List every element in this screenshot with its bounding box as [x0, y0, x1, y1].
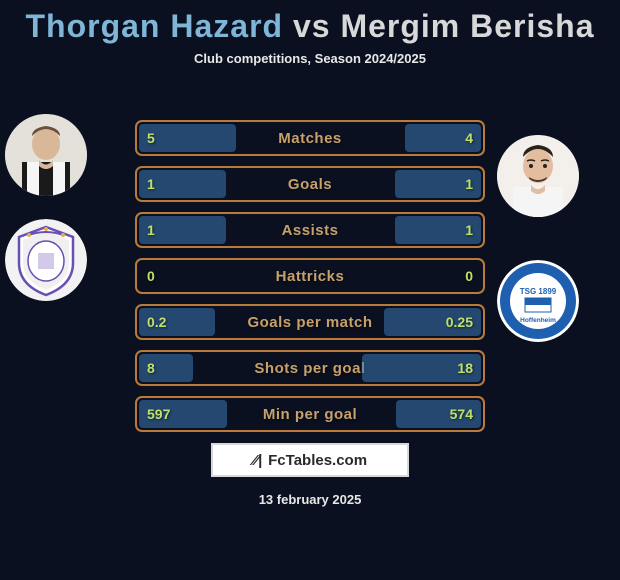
fctables-logo-text: FcTables.com: [268, 452, 367, 469]
title-vs: vs: [293, 8, 331, 44]
stat-value-left: 0: [147, 268, 155, 284]
stat-label: Assists: [282, 222, 339, 239]
stat-value-right: 4: [465, 130, 473, 146]
svg-text:TSG 1899: TSG 1899: [520, 287, 557, 296]
stat-value-right: 1: [465, 222, 473, 238]
stat-value-right: 1: [465, 176, 473, 192]
stat-value-left: 0.2: [147, 314, 166, 330]
stat-label: Shots per goal: [254, 360, 365, 377]
stat-value-right: 18: [457, 360, 473, 376]
stat-row: 5 4 Matches: [135, 120, 485, 156]
stat-value-left: 8: [147, 360, 155, 376]
stat-row: 0.2 0.25 Goals per match: [135, 304, 485, 340]
subtitle: Club competitions, Season 2024/2025: [0, 51, 620, 66]
stat-value-left: 1: [147, 222, 155, 238]
player2-club-crest: TSG 1899 Hoffenheim: [497, 260, 579, 342]
stat-value-right: 574: [450, 406, 473, 422]
player2-avatar: [497, 135, 579, 217]
date-label: 13 february 2025: [0, 492, 620, 507]
stat-value-right: 0: [465, 268, 473, 284]
comparison-title: Thorgan Hazard vs Mergim Berisha: [0, 0, 620, 45]
stat-value-left: 597: [147, 406, 170, 422]
stat-row: 597 574 Min per goal: [135, 396, 485, 432]
stat-row: 0 0 Hattricks: [135, 258, 485, 294]
title-player1: Thorgan Hazard: [25, 8, 283, 44]
player1-avatar: [5, 114, 87, 196]
stat-label: Min per goal: [263, 406, 357, 423]
stat-row: 8 18 Shots per goal: [135, 350, 485, 386]
stat-row: 1 1 Assists: [135, 212, 485, 248]
stats-container: 54Matches11Goals11Assists00Hattricks0.20…: [135, 120, 485, 442]
svg-text:Hoffenheim: Hoffenheim: [520, 317, 556, 324]
stat-label: Hattricks: [276, 268, 345, 285]
player1-club-crest: [5, 219, 87, 301]
stat-label: Goals per match: [247, 314, 372, 331]
fctables-logo: ⁄⁄| FcTables.com: [211, 443, 409, 477]
stat-value-right: 0.25: [446, 314, 473, 330]
fctables-logo-icon: ⁄⁄|: [253, 452, 262, 469]
stat-value-left: 1: [147, 176, 155, 192]
stat-row: 1 1 Goals: [135, 166, 485, 202]
stat-label: Matches: [278, 130, 342, 147]
title-player2: Mergim Berisha: [340, 8, 594, 44]
stat-label: Goals: [288, 176, 332, 193]
stat-value-left: 5: [147, 130, 155, 146]
